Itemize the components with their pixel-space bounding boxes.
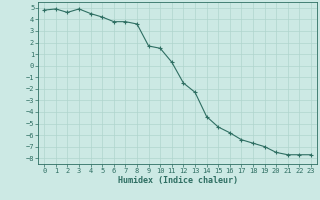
X-axis label: Humidex (Indice chaleur): Humidex (Indice chaleur) (118, 176, 238, 185)
